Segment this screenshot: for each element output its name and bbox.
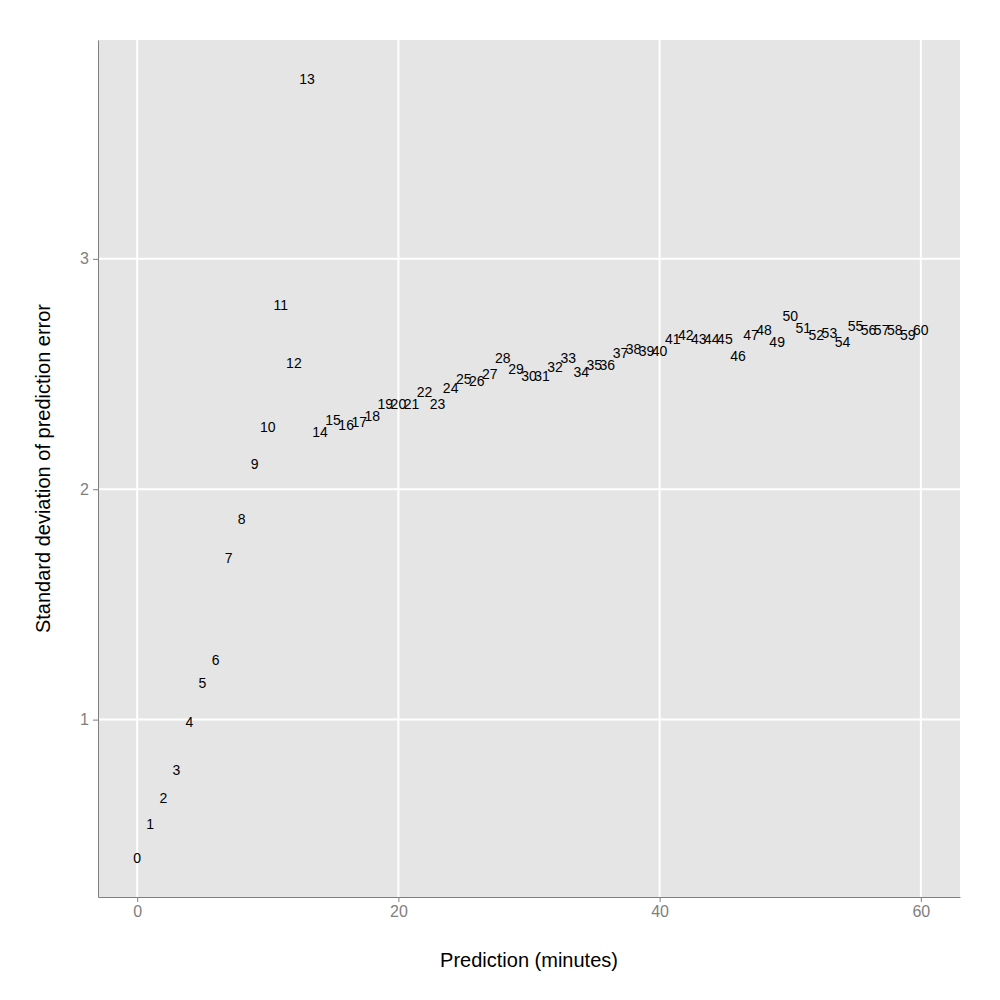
point-label: 45: [717, 331, 733, 347]
point-label: 54: [835, 334, 851, 350]
point-label: 12: [286, 355, 302, 371]
grid-line-x: [920, 40, 922, 897]
point-label: 60: [913, 322, 929, 338]
tick-mark: [398, 897, 399, 902]
point-label: 1: [146, 816, 154, 832]
grid-line-x: [397, 40, 399, 897]
tick-label: 20: [390, 903, 408, 920]
tick-mark: [93, 720, 98, 721]
point-label: 0: [133, 850, 141, 866]
tick-label: 3: [80, 250, 89, 267]
point-label: 6: [212, 652, 220, 668]
y-axis-title: Standard deviation of prediction error: [32, 304, 54, 633]
point-label: 5: [199, 675, 207, 691]
y-axis: 1 2 3: [80, 41, 98, 898]
tick-mark: [137, 897, 138, 902]
tick: 20: [390, 897, 408, 920]
point-label: 11: [274, 297, 289, 313]
tick-label: 60: [912, 903, 930, 920]
plot: 0204060123012345678910111213141516171819…: [80, 40, 960, 920]
axis-line: [99, 897, 961, 898]
tick-mark: [921, 897, 922, 902]
grid-line-x: [659, 40, 661, 897]
point-label: 46: [730, 348, 746, 364]
point-label: 10: [260, 419, 276, 435]
marks: 0123456789101112131415161718192021222324…: [133, 71, 929, 866]
point-label: 23: [430, 396, 446, 412]
tick-label: 1: [80, 711, 89, 728]
tick-label: 40: [651, 903, 669, 920]
chart: 0204060123012345678910111213141516171819…: [0, 0, 1000, 1000]
grid-line-y: [98, 719, 960, 721]
tick: 3: [80, 250, 98, 267]
point-label: 9: [251, 456, 259, 472]
grid-line-x: [136, 40, 138, 897]
tick-label: 0: [133, 903, 142, 920]
x-axis-title: Prediction (minutes): [440, 949, 618, 971]
grid-line-y: [98, 488, 960, 490]
x-axis: 0 20 40 60: [99, 897, 961, 920]
point-label: 3: [172, 762, 180, 778]
point-label: 4: [186, 714, 194, 730]
tick: 40: [651, 897, 669, 920]
tick: 2: [80, 481, 98, 498]
tick: 1: [80, 711, 98, 728]
tick-mark: [660, 897, 661, 902]
tick: 60: [912, 897, 930, 920]
tick: 0: [133, 897, 142, 920]
grid: [98, 40, 960, 897]
axis-line: [98, 41, 99, 898]
point-label: 49: [769, 334, 785, 350]
point-label: 2: [159, 790, 167, 806]
point-label: 13: [299, 71, 315, 87]
tick-mark: [93, 489, 98, 490]
tick-mark: [93, 259, 98, 260]
point-label: 27: [482, 366, 498, 382]
point-label: 8: [238, 511, 246, 527]
point-label: 7: [225, 550, 233, 566]
tick-label: 2: [80, 481, 89, 498]
panel-background: [98, 40, 960, 897]
grid-line-y: [98, 258, 960, 260]
